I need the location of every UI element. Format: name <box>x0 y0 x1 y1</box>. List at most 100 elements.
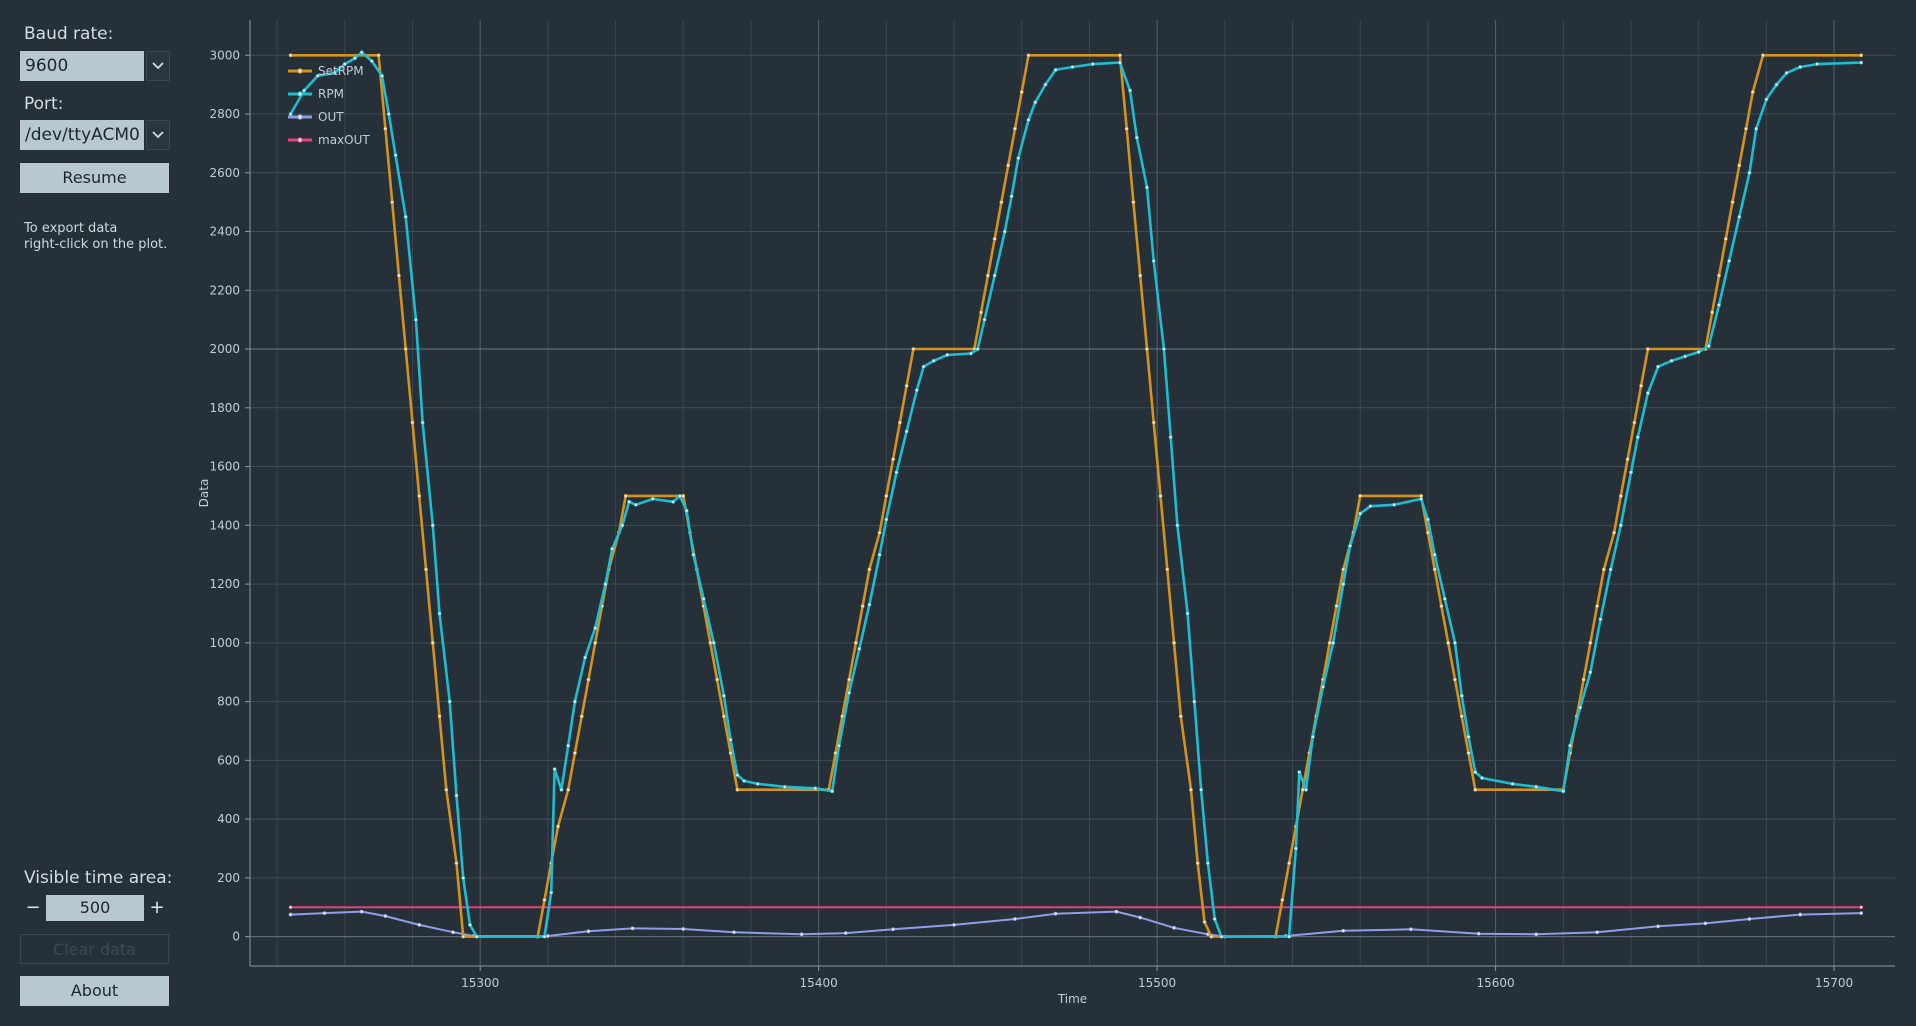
data-point <box>1114 909 1119 914</box>
data-point <box>1476 931 1481 936</box>
data-point <box>681 494 686 498</box>
data-point <box>1480 776 1484 780</box>
data-point <box>430 640 435 645</box>
data-point <box>884 517 889 522</box>
data-point <box>1341 928 1346 933</box>
legend-label: RPM <box>318 87 344 101</box>
legend-label: maxOUT <box>318 133 370 147</box>
data-point <box>1392 502 1396 507</box>
port-select[interactable]: /dev/ttyACM0 <box>20 120 170 150</box>
x-axis-label: Time <box>1057 992 1087 1006</box>
data-point <box>1578 705 1583 710</box>
data-point <box>603 582 608 586</box>
data-point <box>1747 917 1752 921</box>
data-point <box>447 699 452 704</box>
y-tick-label: 400 <box>217 812 240 826</box>
baud-rate-value[interactable]: 9600 <box>20 51 144 81</box>
data-point <box>650 496 655 501</box>
data-point <box>1737 214 1742 219</box>
data-point <box>369 59 374 64</box>
data-point <box>1703 921 1708 926</box>
data-point <box>1737 163 1742 168</box>
data-point <box>1026 53 1031 58</box>
data-point <box>1459 714 1464 719</box>
data-point <box>1859 905 1864 910</box>
y-tick-label: 600 <box>217 753 240 767</box>
data-point <box>542 897 547 902</box>
data-point <box>853 640 858 645</box>
visible-time-value[interactable]: 500 <box>46 895 144 921</box>
y-tick-label: 1800 <box>209 401 240 415</box>
data-point <box>1618 494 1623 498</box>
data-point <box>1006 163 1011 168</box>
data-point <box>1192 699 1197 704</box>
data-point <box>952 922 956 927</box>
data-point <box>1189 787 1193 792</box>
decrement-button[interactable]: − <box>25 897 41 918</box>
data-point <box>376 53 381 58</box>
baud-rate-select[interactable]: 9600 <box>20 51 170 81</box>
data-point <box>1632 420 1637 425</box>
data-point <box>1043 82 1048 87</box>
chevron-down-icon[interactable] <box>146 51 170 81</box>
data-point <box>684 508 689 513</box>
data-point <box>1723 236 1728 241</box>
data-point <box>454 861 459 866</box>
data-point <box>708 640 713 645</box>
data-point <box>1131 200 1136 205</box>
plot-series <box>288 50 1864 939</box>
data-point <box>1717 273 1721 278</box>
data-point <box>1859 53 1864 58</box>
data-point <box>1124 126 1129 131</box>
data-point <box>721 693 726 698</box>
data-point <box>1612 530 1616 535</box>
data-point <box>474 934 479 939</box>
data-point <box>904 383 909 388</box>
data-point <box>627 499 631 504</box>
data-point <box>451 930 455 935</box>
y-tick-label: 2000 <box>209 342 240 356</box>
data-point <box>1209 934 1214 939</box>
y-tick-label: 1600 <box>209 460 240 474</box>
visible-time-stepper[interactable]: − 500 + <box>20 895 170 921</box>
data-point <box>1280 897 1285 902</box>
increment-button[interactable]: + <box>149 897 165 918</box>
data-point <box>413 317 418 322</box>
y-tick-label: 3000 <box>209 48 240 62</box>
data-point <box>454 793 459 798</box>
data-point <box>1199 787 1204 792</box>
data-point <box>1453 640 1457 645</box>
data-point <box>1419 496 1424 501</box>
data-point <box>945 353 950 357</box>
data-point <box>1764 97 1769 102</box>
about-button[interactable]: About <box>20 976 169 1006</box>
data-point <box>620 523 625 528</box>
data-point <box>586 677 591 682</box>
data-point <box>633 502 638 507</box>
data-point <box>992 273 997 278</box>
data-point <box>891 457 896 462</box>
data-point <box>542 934 547 939</box>
data-point <box>1304 787 1308 792</box>
data-point <box>359 50 364 55</box>
data-point <box>1459 693 1464 698</box>
data-point <box>593 640 598 645</box>
data-point <box>1287 861 1292 866</box>
data-point <box>857 646 862 651</box>
resume-button[interactable]: Resume <box>20 163 169 193</box>
data-point <box>711 640 716 645</box>
data-point <box>386 112 391 116</box>
series-line-out <box>290 910 1862 938</box>
data-point <box>1175 523 1180 528</box>
data-point <box>1635 435 1640 440</box>
plot-axes: 15300 15400 15500 15600 15700 0 200 400 600 800 10… <box>209 20 1895 990</box>
data-point <box>430 523 435 528</box>
data-point <box>1185 611 1190 616</box>
data-point <box>843 931 848 935</box>
port-value[interactable]: /dev/ttyACM0 <box>20 120 144 150</box>
chevron-down-icon[interactable] <box>146 120 170 150</box>
data-point <box>1348 543 1352 548</box>
data-point <box>1426 517 1430 522</box>
data-point <box>735 773 740 777</box>
